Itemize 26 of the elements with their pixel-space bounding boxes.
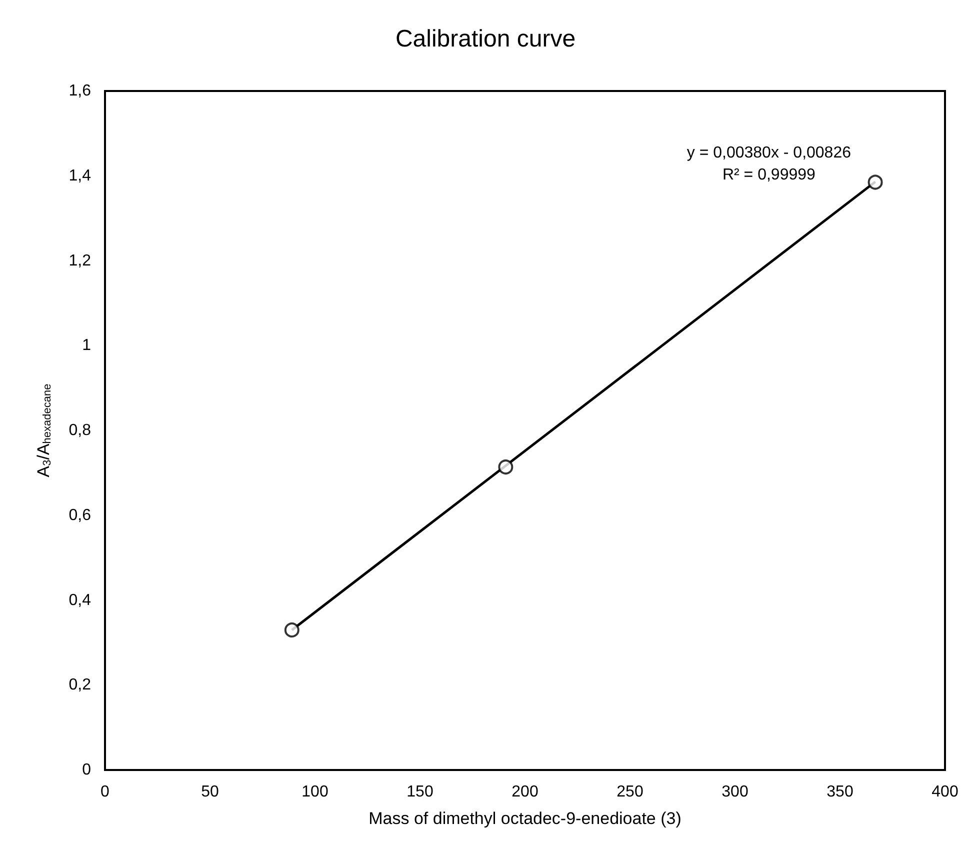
x-tick-label: 200 — [512, 784, 538, 800]
point — [498, 460, 514, 474]
annotation: R² = 0,99999 — [722, 166, 816, 184]
x-tick-label: 400 — [932, 784, 958, 800]
x-tick-label: 350 — [826, 784, 854, 800]
point — [868, 174, 883, 190]
y-tick-label: 0,8 — [68, 422, 92, 439]
x-tick-label: 100 — [302, 784, 328, 800]
x-tick-label: 150 — [406, 784, 434, 800]
y-tick-label: 0 — [82, 762, 92, 778]
annotation: y = 0,00380x - 0,00826 — [686, 144, 852, 162]
y-tick-label: 0,6 — [68, 506, 92, 524]
chart-title: Calibration curve — [395, 26, 576, 52]
x-tick-label: 300 — [722, 784, 748, 800]
y-tick-label: 0,4 — [68, 592, 92, 609]
y-tick-label: 1,2 — [68, 252, 92, 270]
x-tick-label: 50 — [201, 784, 219, 800]
y-tick-label: 1 — [82, 337, 92, 354]
y-tick-label: 0,2 — [68, 676, 92, 694]
y-axis-title: A3/Ahexadecane — [34, 384, 54, 478]
x-tick-label: 0 — [100, 784, 110, 800]
y-tick-label: 1,6 — [68, 82, 92, 100]
x-tick-label: 250 — [616, 784, 644, 800]
y-tick-label: 1,4 — [68, 167, 92, 184]
x-axis-title: Mass of dimethyl octadec-9-enedioate (3) — [368, 809, 682, 828]
point — [284, 622, 300, 638]
